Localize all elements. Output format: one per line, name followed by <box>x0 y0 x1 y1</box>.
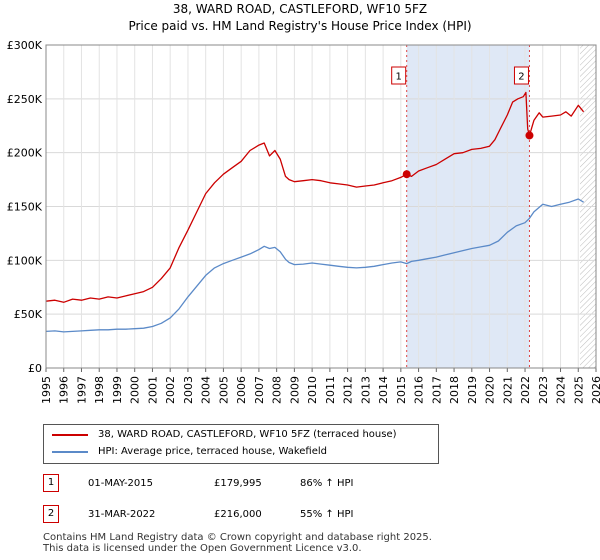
x-tick-label: 2010 <box>306 376 319 404</box>
x-tick-label: 2023 <box>537 376 550 404</box>
x-tick-label: 2016 <box>413 376 426 404</box>
y-tick-label: £100K <box>7 254 43 267</box>
hpi-line <box>45 198 584 333</box>
y-tick-label: £0 <box>28 362 42 375</box>
sale-date: 31-MAR-2022 <box>88 509 156 520</box>
sale-1-label: 1 <box>396 72 402 83</box>
sale-price: £179,995 <box>214 478 262 489</box>
x-tick-label: 2019 <box>466 376 479 404</box>
x-tick-label: 2002 <box>164 376 177 404</box>
legend-item-hpi: HPI: Average price, terraced house, Wake… <box>52 444 432 460</box>
chart-title: 38, WARD ROAD, CASTLEFORD, WF10 5FZ <box>172 2 428 16</box>
y-tick-label: £250K <box>7 93 43 106</box>
x-tick-label: 2001 <box>146 376 159 404</box>
chart-subtitle: Price paid vs. HM Land Registry's House … <box>128 19 472 33</box>
x-tick-label: 2025 <box>572 376 585 404</box>
sale-hpi-change: 55% ↑ HPI <box>300 509 354 520</box>
footer: Contains HM Land Registry data © Crown c… <box>43 532 432 554</box>
x-tick-label: 2000 <box>129 376 142 404</box>
x-tick-label: 2006 <box>235 376 248 404</box>
x-tick-label: 1996 <box>58 376 71 404</box>
sale-price: £216,000 <box>214 509 262 520</box>
sale-date: 01-MAY-2015 <box>88 478 154 489</box>
x-tick-label: 1998 <box>93 376 106 404</box>
x-tick-label: 2008 <box>271 376 284 404</box>
x-tick-label: 2017 <box>430 376 443 404</box>
x-tick-label: 2013 <box>359 376 372 404</box>
legend-label-property: 38, WARD ROAD, CASTLEFORD, WF10 5FZ (ter… <box>98 429 397 440</box>
x-tick-label: 2005 <box>217 376 230 404</box>
price-chart: 1 2 £0 £50K £100K £150K £200K £250K £300K 1995 19… <box>7 39 600 404</box>
footer-licence: This data is licensed under the Open Gov… <box>43 543 362 554</box>
sale-1-label-box <box>391 66 407 85</box>
sale-number-badge: 1 <box>43 474 59 492</box>
y-tick-label: £200K <box>7 147 43 160</box>
x-tick-label: 2009 <box>288 376 301 404</box>
x-tick-label: 2012 <box>342 376 355 404</box>
x-tick-label: 2020 <box>484 376 497 404</box>
x-tick-label: 1995 <box>40 376 53 404</box>
x-tick-label: 1999 <box>111 376 124 404</box>
table-row: 1 01-MAY-2015 £179,995 86% ↑ HPI <box>43 474 443 492</box>
legend-swatch-property <box>52 434 88 436</box>
x-tick-label: 2014 <box>377 376 390 404</box>
x-tick-label: 2003 <box>182 376 195 404</box>
x-tick-label: 2004 <box>200 376 213 404</box>
y-tick-label: £50K <box>14 308 43 321</box>
y-tick-label: £150K <box>7 201 43 214</box>
y-tick-label: £300K <box>7 39 43 52</box>
sale-1-point <box>402 170 411 179</box>
price-paid-line <box>45 91 585 303</box>
x-tick-label: 2026 <box>590 376 600 404</box>
x-tick-label: 2024 <box>555 376 568 404</box>
footer-copyright: Contains HM Land Registry data © Crown c… <box>43 532 432 543</box>
x-tick-label: 2018 <box>448 376 461 404</box>
x-tick-label: 2007 <box>253 376 266 404</box>
x-tick-label: 2015 <box>395 376 408 404</box>
sale-2-point <box>525 131 534 140</box>
x-tick-label: 2011 <box>324 376 337 404</box>
x-tick-label: 1997 <box>75 376 88 404</box>
sale-2-label-box <box>513 66 529 85</box>
x-tick-label: 2022 <box>519 376 532 404</box>
legend-swatch-hpi <box>52 451 88 453</box>
x-tick-label: 2021 <box>501 376 514 404</box>
sale-2-label: 2 <box>518 72 524 83</box>
sale-hpi-change: 86% ↑ HPI <box>300 478 354 489</box>
legend-label-hpi: HPI: Average price, terraced house, Wake… <box>98 446 328 457</box>
table-row: 2 31-MAR-2022 £216,000 55% ↑ HPI <box>43 505 443 523</box>
sale-number-badge: 2 <box>43 505 59 523</box>
legend-item-property: 38, WARD ROAD, CASTLEFORD, WF10 5FZ (ter… <box>52 427 432 443</box>
chart-legend: 38, WARD ROAD, CASTLEFORD, WF10 5FZ (ter… <box>43 424 439 464</box>
plot-border <box>45 44 597 369</box>
